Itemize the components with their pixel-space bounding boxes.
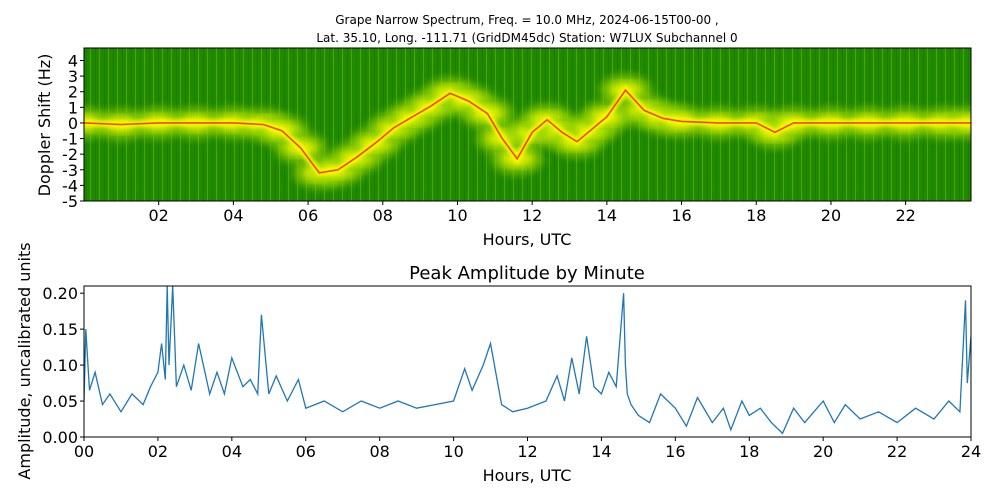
spectrogram-heatmap [84, 48, 971, 201]
y-tick-label: 2 [68, 83, 78, 102]
x-tick-label: 06 [298, 206, 318, 225]
y-tick-label: 1 [68, 98, 78, 117]
x-tick-label: 18 [739, 442, 759, 461]
x-tick-label: 10 [447, 206, 467, 225]
spectrum-title-line2: Lat. 35.10, Long. -111.71 (GridDM45dc) S… [316, 31, 737, 45]
x-tick-label: 02 [148, 442, 168, 461]
x-tick-label: 00 [74, 442, 94, 461]
spectrum-title-line1: Grape Narrow Spectrum, Freq. = 10.0 MHz,… [335, 13, 718, 27]
x-tick-label: 08 [373, 206, 393, 225]
x-tick-label: 14 [597, 206, 617, 225]
y-tick-label: 3 [68, 67, 78, 86]
x-tick-label: 08 [369, 442, 389, 461]
amplitude-y-axis: 0.00 0.05 0.10 0.15 0.20 [42, 284, 84, 447]
x-tick-label: 10 [443, 442, 463, 461]
x-tick-label: 22 [887, 442, 907, 461]
y-tick-label: -4 [62, 176, 78, 195]
x-tick-label: 22 [895, 206, 915, 225]
x-tick-label: 20 [813, 442, 833, 461]
amplitude-x-axis: 00 02 04 06 08 10 12 14 16 18 20 22 24 [74, 437, 981, 461]
spectrogram-y-label: Doppler Shift (Hz) [35, 54, 54, 197]
x-tick-label: 16 [665, 442, 685, 461]
amplitude-title: Peak Amplitude by Minute [409, 263, 645, 284]
x-tick-label: 14 [591, 442, 611, 461]
amplitude-y-label: Amplitude, uncalibrated units [15, 242, 34, 479]
y-tick-label: -1 [62, 130, 78, 149]
y-tick-label: 4 [68, 51, 78, 70]
spectrogram-x-label: Hours, UTC [483, 230, 572, 249]
y-tick-label: 0.20 [42, 284, 78, 303]
y-tick-label: 0 [68, 114, 78, 133]
amplitude-frame [83, 285, 972, 438]
x-tick-label: 04 [222, 442, 242, 461]
y-tick-label: 0.00 [42, 428, 78, 447]
y-tick-label: -3 [62, 161, 78, 180]
amplitude-series-line [84, 286, 971, 435]
y-tick-label: 0.10 [42, 356, 78, 375]
x-tick-label: 18 [746, 206, 766, 225]
spectrogram-x-axis: 02 04 06 08 10 12 14 16 18 20 22 [149, 201, 916, 225]
y-tick-label: -2 [62, 145, 78, 164]
spectrogram-peak-trace [84, 88, 971, 174]
x-tick-label: 02 [149, 206, 169, 225]
x-tick-label: 12 [522, 206, 542, 225]
x-tick-label: 12 [517, 442, 537, 461]
x-tick-label: 16 [671, 206, 691, 225]
amplitude-x-label: Hours, UTC [483, 466, 572, 485]
y-tick-label: 0.15 [42, 320, 78, 339]
x-tick-label: 06 [296, 442, 316, 461]
y-tick-label: -5 [62, 192, 78, 211]
spectrogram-frame [83, 47, 972, 202]
x-tick-label: 20 [821, 206, 841, 225]
y-tick-label: 0.05 [42, 392, 78, 411]
x-tick-label: 24 [961, 442, 981, 461]
x-tick-label: 04 [223, 206, 243, 225]
